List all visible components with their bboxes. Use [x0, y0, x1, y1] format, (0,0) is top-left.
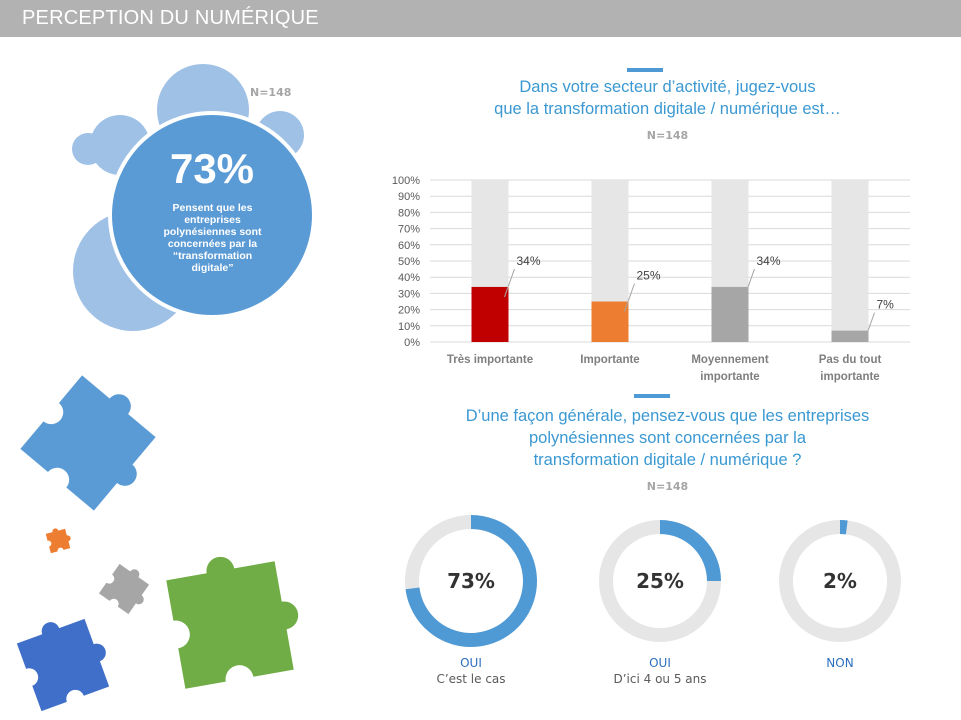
puzzle-illustration [16, 375, 299, 712]
puzzle-piece-orange [45, 528, 71, 554]
data-label: 34% [757, 254, 781, 268]
data-label: 25% [637, 269, 661, 283]
donut-value: 73% [447, 569, 495, 593]
question2-title-line: polynésiennes sont concernées par la [528, 429, 806, 447]
donut-value: 25% [636, 569, 684, 593]
page-title: PERCEPTION DU NUMÉRIQUE [22, 7, 319, 29]
donut-value: 2% [823, 569, 857, 593]
question2-title-line: D’une façon générale, pensez-vous que le… [465, 407, 870, 425]
bubble-text-line: polynésiennes sont [163, 226, 262, 238]
question1-n-label: N=148 [646, 129, 689, 142]
bar [471, 286, 509, 342]
y-tick-label: 0% [404, 337, 420, 349]
main-bubble [112, 115, 312, 315]
accent-bar [627, 68, 663, 72]
donut-subtitle: C’est le cas [436, 672, 505, 686]
y-tick-label: 80% [398, 207, 420, 219]
category-label: Pas du tout [819, 354, 882, 366]
bar-chart: 0% 10% 20% 30% 40% 50% 60% 70% 80% 90% 100% 34% Très… [392, 175, 910, 383]
data-label-leader [504, 268, 515, 298]
puzzle-piece-grey [98, 563, 150, 615]
data-label: 34% [517, 254, 541, 268]
bubble-decor [72, 133, 104, 165]
y-tick-label: 70% [398, 224, 420, 236]
donut-answer: OUI [649, 656, 671, 670]
bubble-text-line: digitale” [191, 262, 234, 274]
question2-n-label: N=148 [646, 480, 689, 493]
y-tick-label: 90% [398, 191, 420, 203]
puzzle-piece-blue [20, 375, 156, 511]
question2-title: D’une façon générale, pensez-vous que le… [380, 405, 955, 471]
bubble-percentage: 73% [169, 145, 255, 192]
y-tick-label: 20% [398, 305, 420, 317]
data-label-leader [744, 268, 755, 298]
bar [591, 301, 629, 342]
bar [711, 286, 749, 342]
y-tick-label: 100% [392, 175, 420, 187]
bubble-text-line: “transformation [172, 250, 253, 262]
donut-answer: NON [826, 656, 853, 670]
header-bar: PERCEPTION DU NUMÉRIQUE [0, 0, 961, 37]
donut-subtitle: D’ici 4 ou 5 ans [613, 672, 706, 686]
question2-title-line: transformation digitale / numérique ? [533, 451, 802, 469]
bubble-n-label: N=148 [250, 86, 292, 99]
category-label: Moyennement [691, 354, 768, 366]
question1-title: Dans votre secteur d’activité, jugez-vou… [400, 76, 935, 120]
category-label: Très importante [447, 354, 533, 366]
y-tick-label: 30% [398, 288, 420, 300]
y-tick-label: 50% [398, 256, 420, 268]
donut-charts: 73% OUI C’est le cas 25% OUI D’ici 4 ou 5 ans… [405, 515, 901, 686]
puzzle-piece-darkblue [16, 618, 110, 712]
question1-title-line: Dans votre secteur d’activité, jugez-vou… [519, 78, 816, 96]
bubble-text-line: Pensent que les [172, 202, 253, 214]
donut-arc [659, 520, 721, 582]
bubbles-illustration [72, 64, 316, 331]
question1-title-line: que la transformation digitale / numériq… [494, 100, 841, 118]
bar [831, 330, 869, 342]
donut-arc [405, 515, 537, 647]
data-label-leader [864, 312, 875, 341]
y-tick-label: 40% [398, 272, 420, 284]
bubble-text: Pensent que les entreprises polynésiennes … [130, 202, 295, 274]
category-label: importante [820, 371, 879, 383]
data-label-leader [624, 283, 635, 312]
y-tick-label: 10% [398, 321, 420, 333]
bubble-text-line: entreprises [184, 214, 241, 226]
data-label: 7% [877, 298, 895, 312]
bar-track [831, 180, 869, 342]
category-label: importante [700, 371, 759, 383]
category-label: Importante [580, 354, 639, 366]
y-tick-label: 60% [398, 240, 420, 252]
puzzle-piece-green [166, 556, 299, 689]
bubble-text-line: concernées par la [167, 238, 258, 250]
donut-answer: OUI [460, 656, 482, 670]
accent-bar [634, 394, 670, 398]
